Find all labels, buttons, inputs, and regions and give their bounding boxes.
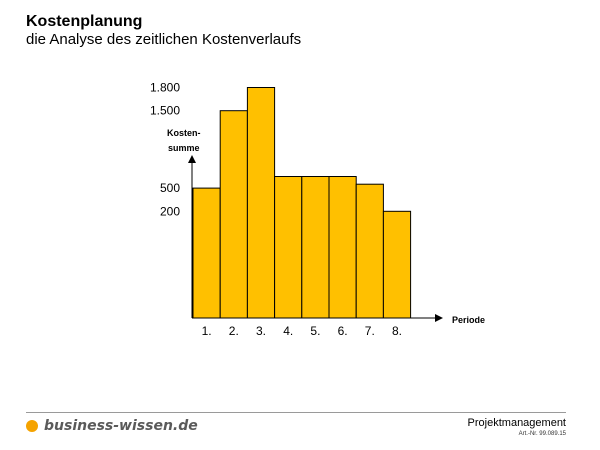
bar-6 xyxy=(328,176,357,319)
page-title: Kostenplanung xyxy=(26,13,143,30)
y-axis-label-line-2: summe xyxy=(168,143,200,153)
y-tick-label-2: 1.500 xyxy=(150,104,180,118)
y-tick-label-4: 200 xyxy=(160,204,180,218)
cost-chart: Kosten- summe Periode 1.800 1.500 500 200 1… xyxy=(150,81,485,339)
x-tick-label-6: 6. xyxy=(338,324,348,338)
y-tick-label-3: 500 xyxy=(160,181,180,195)
bar-8 xyxy=(382,210,412,319)
x-tick-labels: 1. 2. 3. 4. 5. 6. 7. 8. xyxy=(202,324,402,338)
bar-7 xyxy=(355,183,384,319)
bar-3 xyxy=(246,87,276,319)
y-tick-labels: 1.800 1.500 500 200 xyxy=(150,81,180,219)
x-tick-label-4: 4. xyxy=(283,324,293,338)
bar-1 xyxy=(192,187,221,319)
page-subtitle: die Analyse des zeitlichen Kostenverlauf… xyxy=(26,31,302,48)
brand-name: business-wissen.de xyxy=(44,418,198,434)
y-axis-arrow xyxy=(188,155,196,163)
x-tick-label-7: 7. xyxy=(365,324,375,338)
x-axis-arrow xyxy=(435,314,443,322)
x-tick-label-1: 1. xyxy=(202,324,212,338)
x-axis-label: Periode xyxy=(452,315,485,325)
x-tick-label-2: 2. xyxy=(229,324,239,338)
article-number: Art.-Nr. 99.089.15 xyxy=(518,431,566,437)
footer-title: Projektmanagement xyxy=(467,417,566,429)
bars-layer xyxy=(192,87,412,319)
brand-logo: business-wissen.de xyxy=(26,418,198,434)
brand-dot-icon xyxy=(26,420,38,432)
y-tick-label-1: 1.800 xyxy=(150,81,180,95)
x-tick-label-3: 3. xyxy=(256,324,266,338)
bar-4 xyxy=(274,176,303,319)
footer-divider xyxy=(26,412,566,413)
x-tick-label-5: 5. xyxy=(310,324,320,338)
footer-info: Projektmanagement Art.-Nr. 99.089.15 xyxy=(468,417,566,438)
bar-2 xyxy=(219,110,248,319)
bar-5 xyxy=(301,176,330,319)
y-axis-label-line-1: Kosten- xyxy=(167,128,201,138)
x-tick-label-8: 8. xyxy=(392,324,402,338)
